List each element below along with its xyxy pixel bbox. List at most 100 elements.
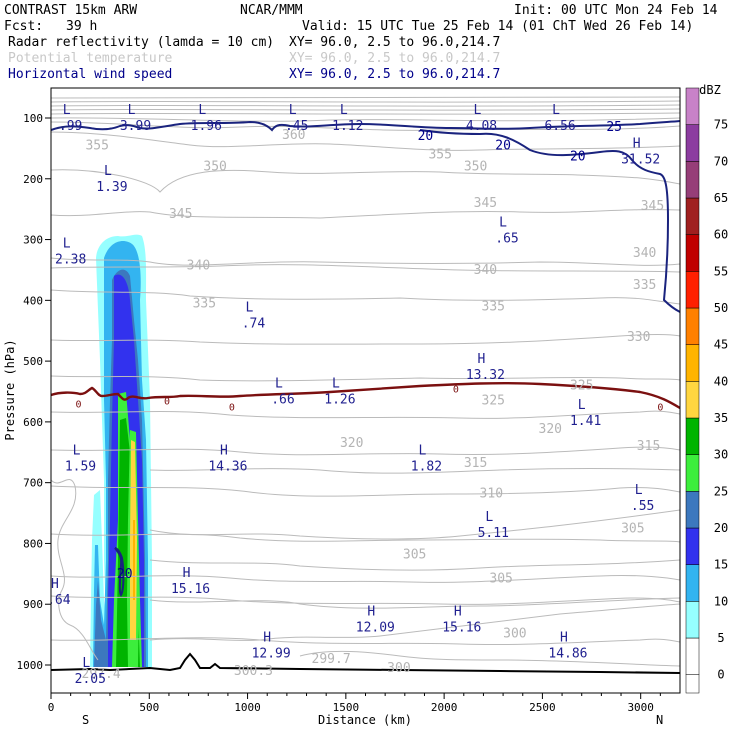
theta-contour-label: 315 — [637, 439, 660, 454]
extremum-value: 1.96 — [191, 119, 222, 134]
extremum-value: 5.11 — [478, 526, 509, 541]
colorbar-tick-label: 0 — [717, 668, 724, 682]
low-marker: L — [275, 377, 283, 392]
wind-contour-label: 20 — [117, 567, 133, 582]
theta-contour-label: 300 — [503, 626, 526, 641]
theta-contour-label: 355 — [85, 138, 108, 153]
extremum-value: .55 — [631, 499, 654, 514]
colorbar-tick-label: 75 — [714, 118, 728, 132]
colorbar-swatch — [685, 637, 700, 675]
field-reflectivity-xy: XY= 96.0, 2.5 to 96.0,214.7 — [289, 35, 500, 50]
init-time: Init: 00 UTC Mon 24 Feb 14 — [514, 3, 718, 18]
colorbar-swatch — [685, 601, 700, 639]
low-marker: L — [128, 103, 136, 118]
extremum-value: 2.05 — [75, 672, 106, 687]
wind-contour-label: 25 — [606, 120, 622, 135]
colorbar-tick-label: 25 — [714, 484, 728, 498]
colorbar-swatch — [685, 417, 700, 455]
organization: NCAR/MMM — [240, 3, 303, 18]
theta-contour-label: 335 — [482, 299, 505, 314]
low-marker: L — [419, 443, 427, 458]
extremum-value: 2.38 — [55, 253, 86, 268]
theta-contour-label: 305 — [489, 572, 512, 587]
low-marker: L — [340, 103, 348, 118]
forecast-label: Fcst: — [4, 19, 43, 34]
freezing-contour-label: 0 — [657, 403, 663, 414]
colorbar-tick-label: 55 — [714, 264, 728, 278]
colorbar-tick-label: 70 — [714, 154, 728, 168]
extremum-value: 12.09 — [356, 620, 395, 635]
extremum-value: .99 — [59, 119, 82, 134]
colorbar-units: dBZ — [699, 83, 721, 97]
colorbar-tick-label: 5 — [717, 631, 724, 645]
y-tick-label: 500 — [23, 355, 43, 368]
field-wind-name: Horizontal wind speed — [8, 67, 172, 82]
theta-contour-label: 315 — [464, 456, 487, 471]
x-tick-label: 0 — [48, 701, 55, 714]
field-reflectivity-name: Radar reflectivity (lamda = 10 cm) — [8, 35, 274, 50]
theta-contour-label: 340 — [474, 263, 497, 278]
theta-contour-label: 305 — [403, 547, 426, 562]
freezing-contour-label: 0 — [164, 397, 170, 408]
colorbar-swatch — [685, 454, 700, 492]
x-tick-label: 2000 — [431, 701, 458, 714]
colorbar-swatch — [685, 307, 700, 345]
x-axis-north-label: N — [656, 713, 663, 727]
y-tick-label: 1000 — [17, 659, 44, 672]
x-tick-label: 1000 — [234, 701, 261, 714]
low-marker: L — [552, 103, 560, 118]
extrema-label-layer: L.99L3.99L1.96L.45L1.12L4.08L6.56H31.52L… — [51, 103, 660, 687]
extremum-value: 14.36 — [208, 459, 247, 474]
wind-speed-contours — [51, 120, 680, 597]
high-marker: H — [263, 631, 271, 646]
extremum-value: 1.39 — [96, 180, 127, 195]
extremum-value: 6.56 — [544, 119, 575, 134]
y-tick-label: 200 — [23, 173, 43, 186]
terrain-line — [51, 652, 680, 674]
colorbar-swatch — [685, 344, 700, 382]
valid-time: Valid: 15 UTC Tue 25 Feb 14 (01 ChT Wed … — [302, 19, 693, 34]
x-tick-label: 2500 — [529, 701, 556, 714]
low-marker: L — [104, 164, 112, 179]
freezing-contour-label: 0 — [453, 384, 459, 395]
theta-contour-label: 310 — [480, 487, 503, 502]
colorbar-tick-label: 35 — [714, 411, 728, 425]
theta-contour-label: 330 — [627, 330, 650, 345]
colorbar-swatch — [685, 124, 700, 162]
high-marker: H — [477, 352, 485, 367]
x-axis-label: Distance (km) — [318, 713, 412, 727]
theta-contours-lower — [51, 468, 680, 667]
extremum-value: 15.16 — [171, 582, 210, 597]
field-wind-xy: XY= 96.0, 2.5 to 96.0,214.7 — [289, 67, 500, 82]
low-marker: L — [63, 237, 71, 252]
extremum-value: .45 — [285, 119, 308, 134]
high-marker: H — [220, 443, 228, 458]
reflectivity-40-dbz — [133, 520, 135, 600]
theta-contour-label: 305 — [621, 521, 644, 536]
freezing-contour-label: 0 — [76, 400, 82, 411]
low-marker: L — [332, 377, 340, 392]
low-marker: L — [289, 103, 297, 118]
extremum-value: .74 — [242, 317, 266, 332]
wind-label-layer: 25 20 20 20 20 — [117, 120, 622, 582]
high-marker: H — [633, 136, 641, 151]
extremum-value: 13.32 — [466, 368, 505, 383]
forecast-hour: 39 h — [66, 19, 97, 34]
extremum-value: 15.16 — [442, 620, 481, 635]
colorbar-tick-label: 60 — [714, 228, 728, 242]
theta-contour-label: 299.7 — [312, 652, 351, 667]
low-marker: L — [485, 510, 493, 525]
low-marker: L — [73, 443, 81, 458]
extremum-value: 4.08 — [466, 119, 497, 134]
x-axis: 0 500 1000 1500 2000 2500 3000 — [48, 693, 661, 714]
colorbar-tick-label: 50 — [714, 301, 728, 315]
extremum-value: 1.12 — [332, 119, 363, 134]
colorbar-extension — [685, 674, 700, 694]
extremum-value: .65 — [495, 231, 518, 246]
y-tick-label: 900 — [23, 598, 43, 611]
theta-contour-label: 335 — [193, 296, 216, 311]
y-tick-label: 700 — [23, 477, 43, 490]
colorbar-tick-label: 65 — [714, 191, 728, 205]
theta-contour-label: 335 — [633, 278, 656, 293]
